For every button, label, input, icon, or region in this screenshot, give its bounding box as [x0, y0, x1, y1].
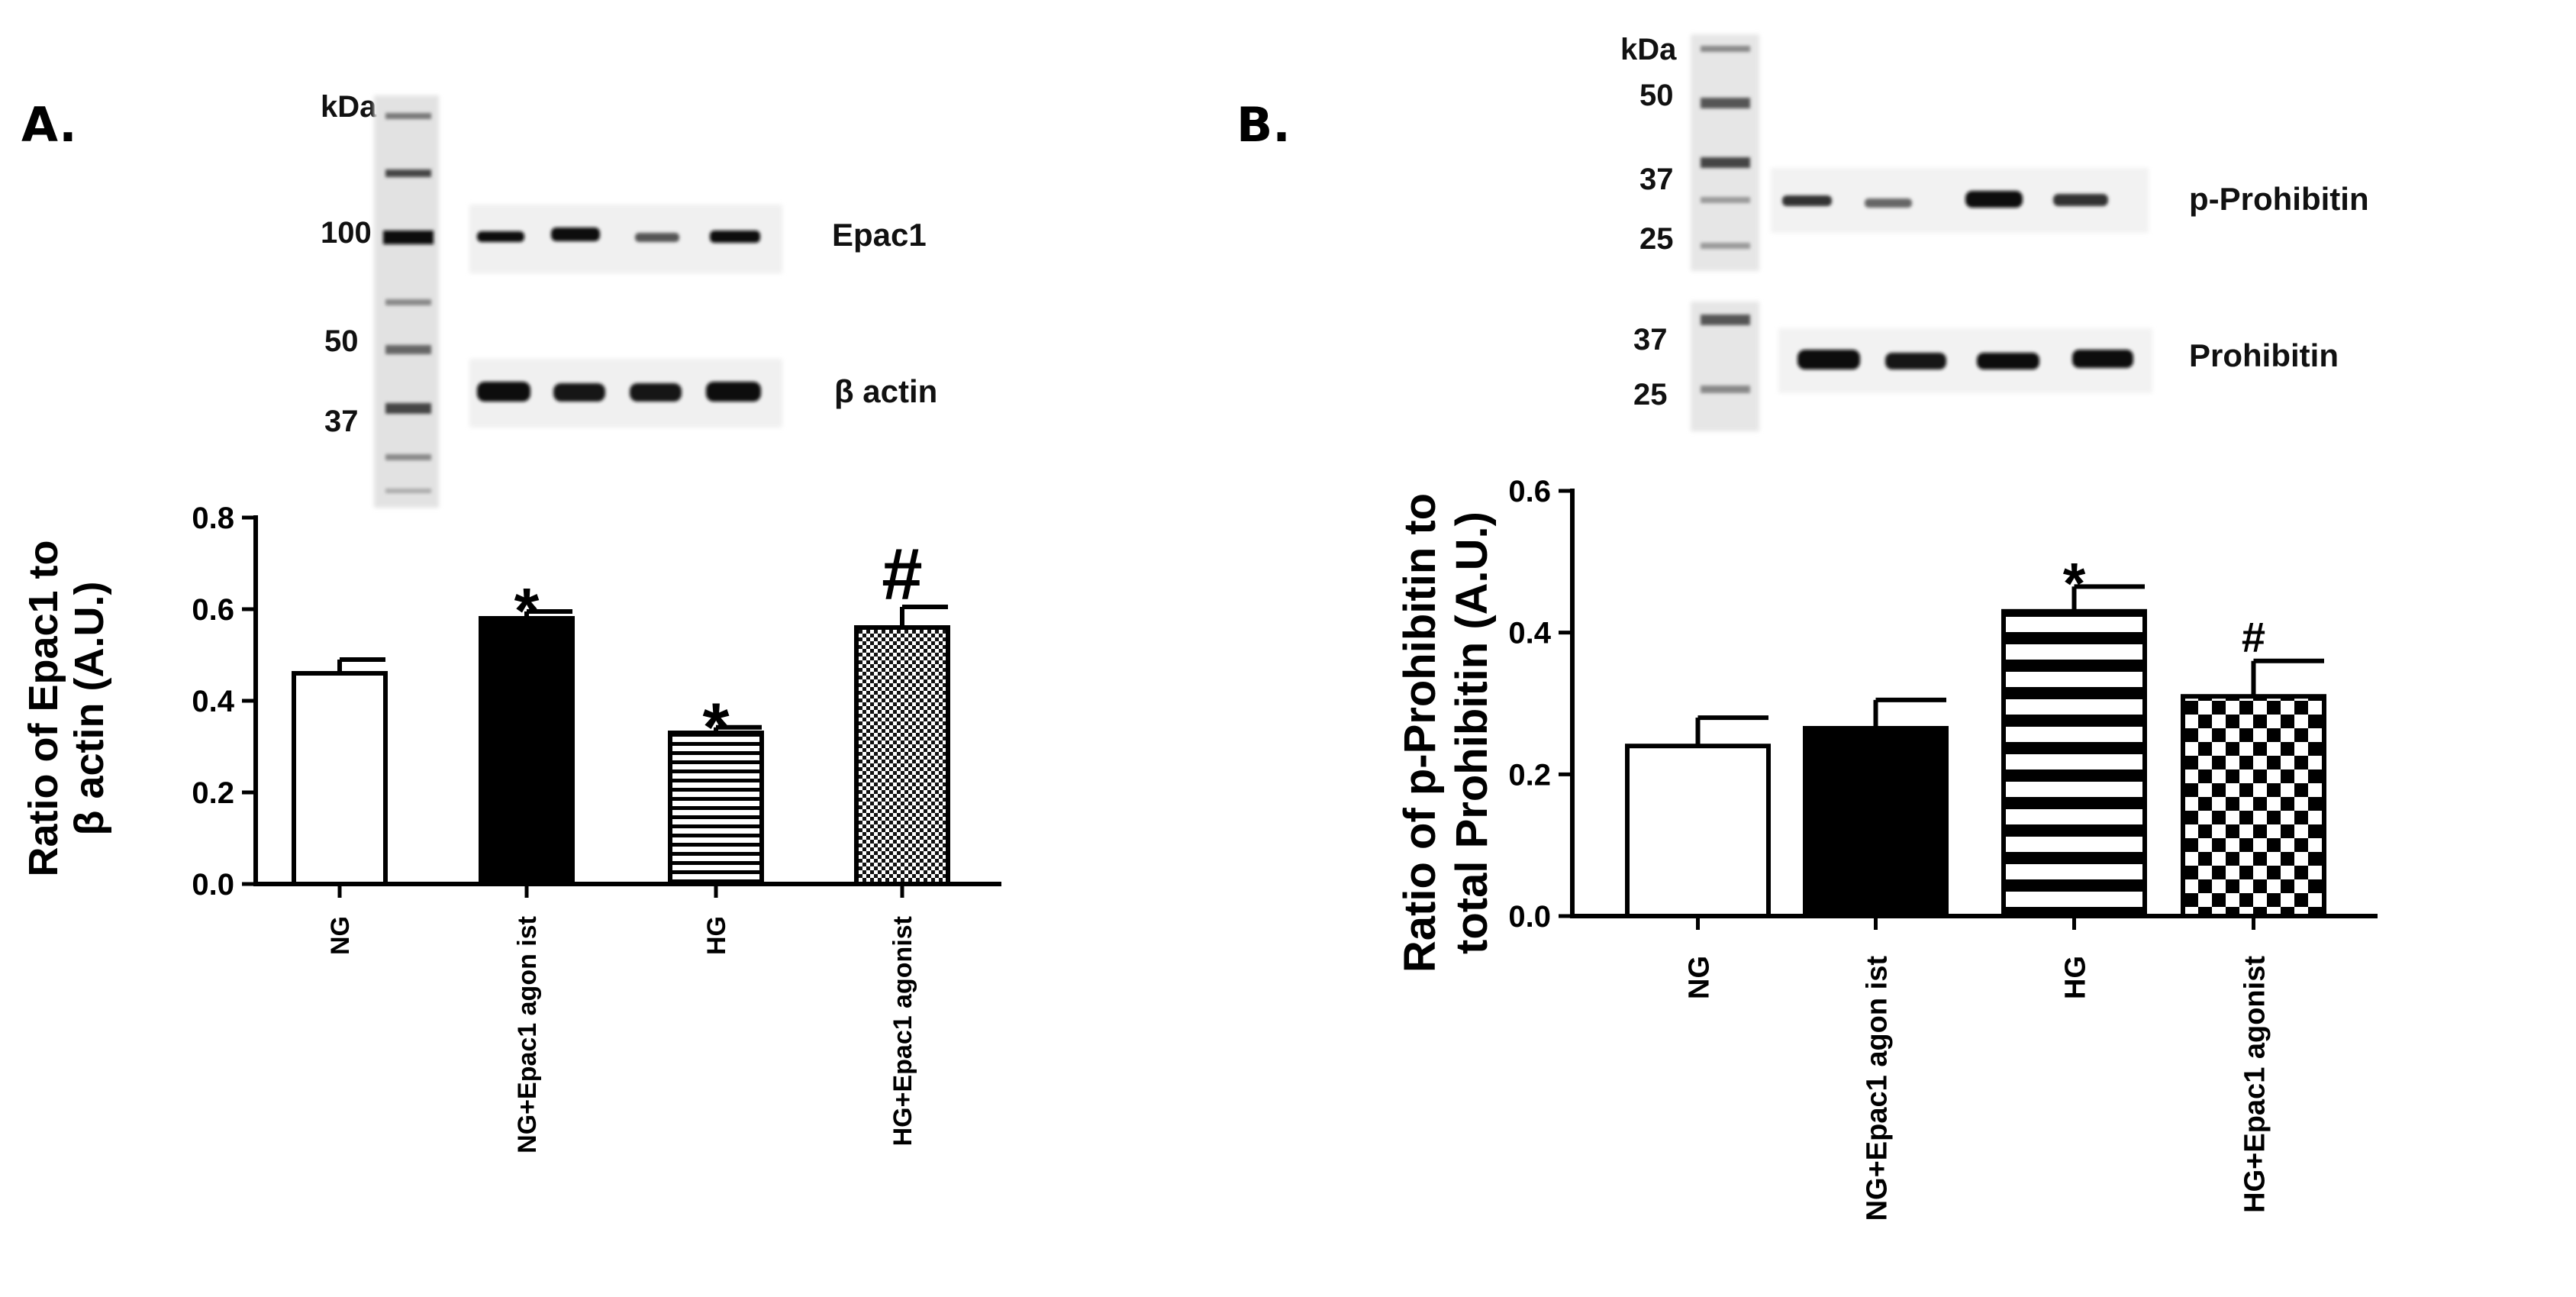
marker-label-b-25-bottom: 25	[1633, 378, 1668, 411]
y-axis-title-b-line1: Ratio of p-Prohibitin to	[1395, 493, 1445, 973]
marker-label-100: 100	[321, 216, 372, 250]
kda-label-b: kDa	[1620, 33, 1677, 66]
y-axis-title-a-line1: Ratio of Epac1 to	[21, 540, 66, 876]
y-tick-label: 0.8	[192, 502, 234, 535]
y-tick-label: 0.4	[192, 685, 234, 718]
bar-1	[1625, 744, 1771, 919]
significance-mark-2: *	[514, 575, 540, 647]
category-label-2: NG+Epac1 agon ist	[1862, 956, 1894, 1221]
y-tick-label: 0.0	[1508, 900, 1551, 934]
significance-mark-3: *	[702, 689, 729, 766]
bar-2	[479, 616, 575, 886]
marker-label-b-25-top: 25	[1639, 222, 1674, 256]
y-axis-title-b: Ratio of p-Prohibitin to total Prohibiti…	[1395, 493, 1497, 973]
bar-chart-b: 0.0 0.2 0.4 0.6 NG NG+Epac1 agon ist HG * HG+Epa…	[1508, 475, 2378, 1221]
y-axis-title-a: Ratio of Epac1 to β actin (A.U.)	[21, 540, 112, 876]
category-label-1: NG	[1684, 956, 1716, 999]
marker-label-50: 50	[324, 324, 359, 358]
western-blot-a: kDa 100 50 37 Epac1	[321, 90, 937, 508]
marker-label-b-37-bottom: 37	[1633, 323, 1668, 357]
bar-3	[2001, 608, 2147, 918]
marker-label-37: 37	[324, 405, 359, 438]
y-tick-label: 0.6	[1508, 475, 1551, 508]
y-tick-label: 0.6	[192, 593, 234, 627]
category-label-1: NG	[326, 916, 355, 955]
band-label-p-prohibitin: p-Prohibitin	[2189, 181, 2369, 217]
band-label-prohibitin: Prohibitin	[2189, 337, 2339, 373]
marker-label-b-50: 50	[1639, 79, 1674, 112]
bar-2	[1803, 725, 1949, 918]
panel-a-letter: A.	[21, 97, 77, 153]
p-prohibitin-bands	[1771, 168, 2149, 233]
y-axis-title-a-line2: β actin (A.U.)	[66, 582, 112, 836]
ladder-lane-b-top	[1691, 34, 1759, 271]
significance-mark-4: #	[2242, 613, 2265, 661]
marker-label-b-37-top: 37	[1639, 163, 1674, 196]
bar-chart-a: 0.0 0.2 0.4 0.6 0.8 NG NG+Epac1 agon ist * HG * HG…	[192, 502, 1001, 1153]
significance-mark-3: *	[2063, 552, 2086, 617]
western-blot-b: kDa 50 37 25 p-Prohibitin 37 25	[1620, 33, 2369, 431]
band-label-beta-actin: β actin	[834, 373, 937, 409]
bar-1	[292, 671, 388, 886]
y-axis-title-b-line2: total Prohibitin (A.U.)	[1447, 511, 1497, 954]
category-label-3: HG	[2060, 956, 2092, 999]
band-label-epac1: Epac1	[832, 217, 927, 253]
bar-4	[854, 625, 950, 886]
significance-mark-4: #	[882, 534, 922, 615]
ladder-lane-a	[374, 95, 439, 508]
epac1-bands	[469, 205, 782, 273]
y-tick-label: 0.0	[192, 868, 234, 902]
kda-label-a: kDa	[321, 90, 377, 124]
y-tick-label: 0.2	[192, 776, 234, 810]
panel-b-letter: B.	[1236, 97, 1291, 153]
ladder-lane-b-bottom	[1691, 302, 1759, 431]
y-tick-label: 0.4	[1508, 617, 1551, 650]
y-tick-label: 0.2	[1508, 758, 1551, 792]
category-label-2: NG+Epac1 agon ist	[513, 916, 542, 1153]
category-label-4: HG+Epac1 agonist	[888, 916, 917, 1146]
prohibitin-bands	[1778, 328, 2152, 393]
category-label-4: HG+Epac1 agonist	[2239, 956, 2271, 1213]
bar-4	[2181, 694, 2326, 918]
beta-actin-bands	[469, 359, 782, 427]
category-label-3: HG	[702, 916, 731, 955]
